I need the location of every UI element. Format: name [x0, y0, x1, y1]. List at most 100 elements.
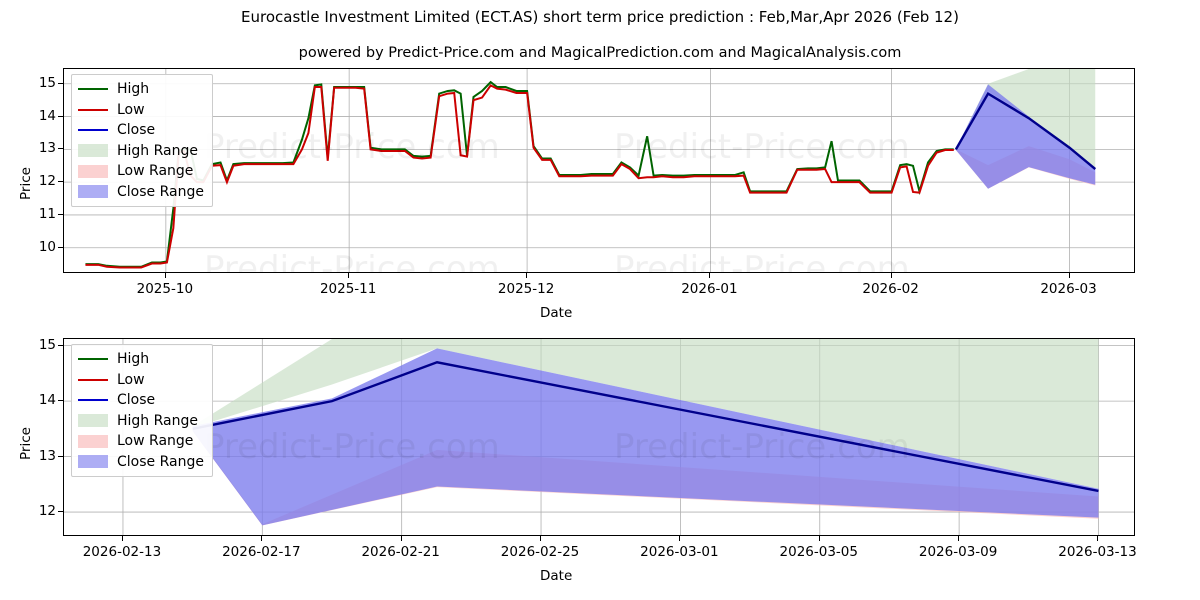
legend-item-high[interactable]: High — [78, 79, 204, 100]
y-tick-label: 15 — [38, 74, 56, 91]
series-line-close — [192, 361, 1099, 493]
y-tick-mark — [58, 82, 63, 84]
y-tick-label: 14 — [38, 392, 56, 409]
legend-item-close-range[interactable]: Close Range — [78, 452, 204, 473]
legend-item-label: Close Range — [117, 183, 204, 200]
legend-line-swatch-icon — [78, 378, 108, 381]
page-subtitle: powered by Predict-Price.com and Magical… — [298, 45, 902, 61]
y-tick-label: 12 — [38, 503, 56, 520]
legend-patch-swatch-icon — [78, 144, 108, 158]
legend-item-low[interactable]: Low — [78, 370, 204, 391]
y-tick-label: 14 — [38, 107, 56, 124]
y-tick-mark — [58, 511, 63, 513]
y-tick-mark — [58, 455, 63, 457]
x-tick-mark — [958, 536, 960, 541]
x-tick-label: 2026-01 — [681, 281, 738, 297]
x-tick-mark — [164, 273, 166, 278]
y-tick-mark — [58, 213, 63, 215]
x-tick-mark — [818, 536, 820, 541]
y-tick-mark — [58, 344, 63, 346]
legend-line-swatch-icon — [78, 129, 108, 132]
y-tick-mark — [58, 400, 63, 402]
x-tick-mark — [121, 536, 123, 541]
x-tick-label: 2025-10 — [136, 281, 194, 297]
legend-item-label: Close — [117, 122, 156, 139]
legend-item-label: Low — [117, 101, 145, 118]
legend-item-label: Low Range — [117, 163, 194, 180]
legend-item-high[interactable]: High — [78, 349, 204, 370]
x-tick-label: 2026-03-05 — [779, 544, 858, 560]
legend-line-swatch-icon — [78, 358, 108, 361]
legend-line-swatch-icon — [78, 108, 108, 111]
bottom-chart-panel: Predict-Price.com Predict-Price.com — [63, 338, 1135, 536]
y-tick-mark — [58, 181, 63, 183]
x-tick-mark — [679, 536, 681, 541]
y-tick-label: 13 — [38, 140, 56, 157]
series-line-close — [954, 91, 1097, 170]
legend-item-label: High Range — [117, 412, 198, 429]
x-tick-label: 2026-02-17 — [222, 544, 301, 560]
legend-patch-swatch-icon — [78, 164, 108, 178]
bottom-chart-plot-area: Predict-Price.com Predict-Price.com — [63, 338, 1135, 536]
series-line-low — [85, 84, 954, 269]
legend-item-low[interactable]: Low — [78, 100, 204, 121]
legend-item-close[interactable]: Close — [78, 390, 204, 411]
legend-line-swatch-icon — [78, 88, 108, 91]
y-tick-label: 12 — [38, 173, 56, 190]
legend-item-low-range[interactable]: Low Range — [78, 161, 204, 182]
x-tick-mark — [1097, 536, 1099, 541]
y-tick-label: 11 — [38, 205, 56, 222]
x-tick-label: 2026-03-09 — [918, 544, 998, 560]
y-tick-mark — [58, 148, 63, 150]
x-tick-label: 2026-03 — [1040, 281, 1097, 297]
legend-item-label: Low Range — [117, 433, 194, 450]
legend-item-label: High — [117, 351, 150, 368]
y-tick-label: 13 — [38, 447, 56, 464]
legend-patch-swatch-icon — [78, 414, 108, 428]
x-tick-mark — [890, 273, 892, 278]
legend-item-high-range[interactable]: High Range — [78, 411, 204, 432]
x-tick-mark — [261, 536, 263, 541]
y-tick-mark — [58, 246, 63, 248]
legend-item-label: High — [117, 81, 150, 98]
x-tick-label: 2026-03-01 — [640, 544, 719, 560]
legend-item-label: High Range — [117, 142, 198, 159]
y-tick-mark — [58, 115, 63, 117]
x-tick-label: 2026-02-21 — [361, 544, 440, 560]
y-tick-label: 15 — [38, 336, 56, 353]
band-high-range — [192, 339, 1099, 489]
x-tick-mark — [709, 273, 711, 278]
legend-line-swatch-icon — [78, 399, 108, 402]
legend-item-label: Close Range — [117, 453, 204, 470]
top-chart-legend[interactable]: High Low Close High Range Low Range Close Ran… — [71, 74, 213, 207]
bottom-chart-x-axis-label: Date — [540, 568, 573, 584]
legend-item-label: Low — [117, 371, 145, 388]
top-chart-x-axis-label: Date — [540, 305, 573, 321]
legend-item-close-range[interactable]: Close Range — [78, 182, 204, 203]
x-tick-label: 2026-03-13 — [1058, 544, 1137, 560]
series-line-high — [85, 80, 954, 268]
top-chart-plot-area: Predict-Price.com Predict-Price.com Pred… — [63, 68, 1135, 273]
x-tick-label: 2026-02-25 — [500, 544, 580, 560]
band-close-range — [955, 84, 1096, 189]
legend-item-high-range[interactable]: High Range — [78, 141, 204, 162]
legend-patch-swatch-icon — [78, 455, 108, 469]
top-chart-canvas — [64, 69, 1134, 272]
bottom-chart-legend[interactable]: High Low Close High Range Low Range Close Ran… — [71, 344, 213, 477]
legend-patch-swatch-icon — [78, 434, 108, 448]
legend-item-low-range[interactable]: Low Range — [78, 431, 204, 452]
y-tick-label: 10 — [38, 238, 56, 255]
x-tick-mark — [540, 536, 542, 541]
x-tick-label: 2026-02-13 — [82, 544, 162, 560]
page-title: Eurocastle Investment Limited (ECT.AS) s… — [241, 8, 959, 26]
bottom-chart-canvas — [64, 339, 1134, 535]
x-tick-label: 2025-12 — [497, 281, 555, 297]
band-high-range — [955, 69, 1096, 169]
legend-patch-swatch-icon — [78, 185, 108, 199]
x-tick-mark — [348, 273, 350, 278]
x-tick-mark — [1068, 273, 1070, 278]
x-tick-mark — [400, 536, 402, 541]
legend-item-close[interactable]: Close — [78, 120, 204, 141]
legend-item-label: Close — [117, 392, 156, 409]
